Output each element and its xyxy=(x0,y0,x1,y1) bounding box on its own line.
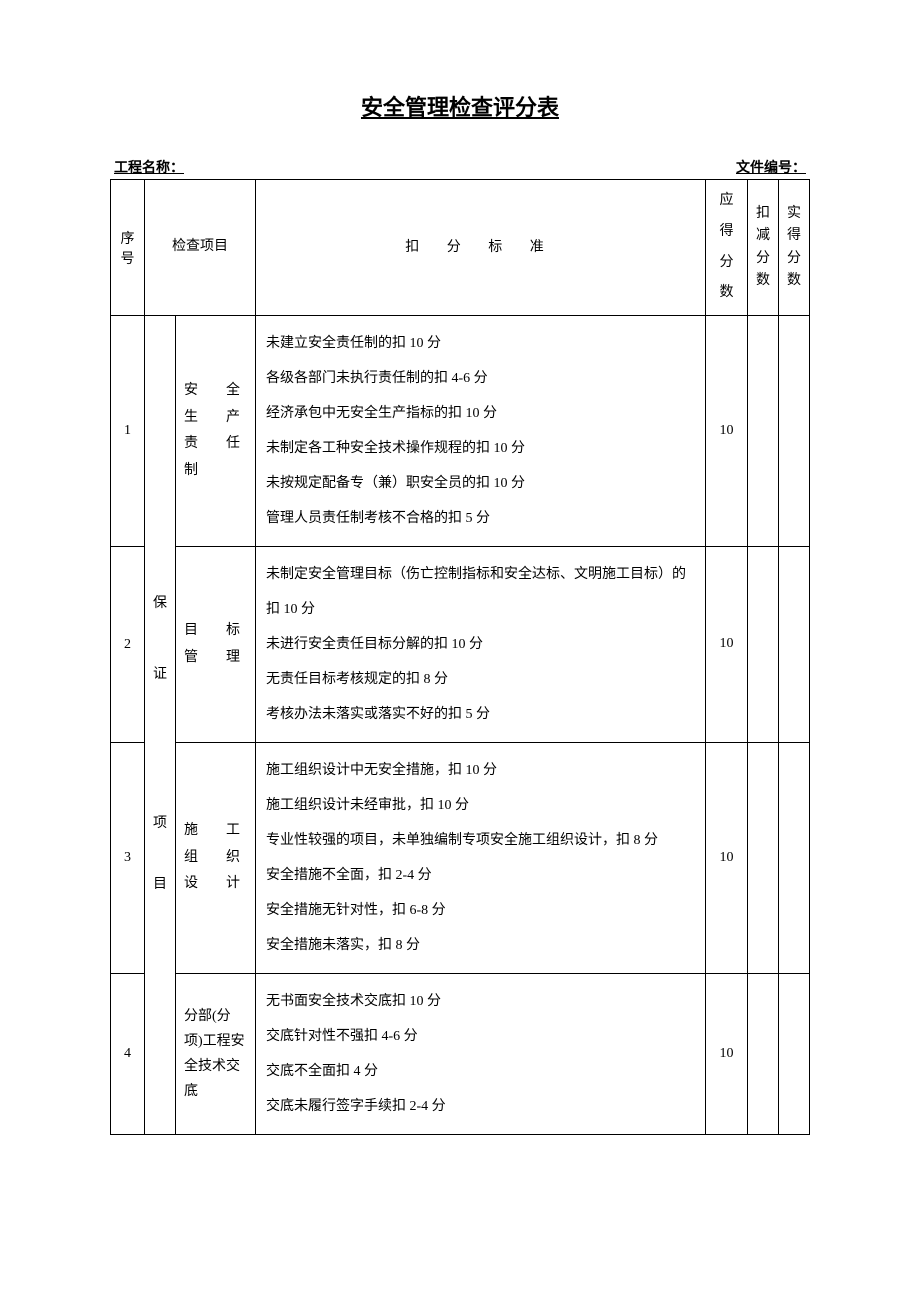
cell-category-group: 保 证 项 目 xyxy=(145,316,176,1135)
cell-subcategory: 施 工 组 织 设 计 xyxy=(176,743,256,974)
cell-score: 10 xyxy=(706,547,748,743)
table-row: 1 保 证 项 目 安 全 生 产 责 任 制 未建立安全责任制的扣 10 分 … xyxy=(111,316,810,547)
cell-score: 10 xyxy=(706,743,748,974)
cell-actual xyxy=(779,743,810,974)
cell-criteria: 施工组织设计中无安全措施，扣 10 分 施工组织设计未经审批，扣 10 分 专业… xyxy=(256,743,706,974)
cell-score: 10 xyxy=(706,316,748,547)
cat-char-3: 项 xyxy=(153,809,167,840)
cat-char-2: 证 xyxy=(153,660,167,691)
scoring-table: 序号 检查项目 扣 分 标 准 应得分数 扣减分数 实得分数 1 保 证 项 目… xyxy=(110,179,810,1135)
cell-criteria: 未建立安全责任制的扣 10 分 各级各部门未执行责任制的扣 4-6 分 经济承包… xyxy=(256,316,706,547)
cell-subcategory: 安 全 生 产 责 任 制 xyxy=(176,316,256,547)
cell-subcategory: 目 标 管 理 xyxy=(176,547,256,743)
document-title: 安全管理检查评分表 xyxy=(110,90,810,122)
cell-deduction xyxy=(748,316,779,547)
cell-seq: 3 xyxy=(111,743,145,974)
cell-actual xyxy=(779,974,810,1135)
header-deduction: 扣减分数 xyxy=(748,180,779,316)
cat-char-4: 目 xyxy=(153,870,167,901)
cell-seq: 4 xyxy=(111,974,145,1135)
header-seq: 序号 xyxy=(111,180,145,316)
cell-seq: 1 xyxy=(111,316,145,547)
cell-actual xyxy=(779,316,810,547)
table-row: 4 分部(分项)工程安全技术交底 无书面安全技术交底扣 10 分 交底针对性不强… xyxy=(111,974,810,1135)
cell-criteria: 未制定安全管理目标（伤亡控制指标和安全达标、文明施工目标）的扣 10 分 未进行… xyxy=(256,547,706,743)
header-actual-score: 实得分数 xyxy=(779,180,810,316)
table-row: 3 施 工 组 织 设 计 施工组织设计中无安全措施，扣 10 分 施工组织设计… xyxy=(111,743,810,974)
header-check-item: 检查项目 xyxy=(145,180,256,316)
cell-actual xyxy=(779,547,810,743)
header-criteria: 扣 分 标 准 xyxy=(256,180,706,316)
cell-deduction xyxy=(748,547,779,743)
document-number-label: 文件编号： xyxy=(736,157,806,177)
cell-criteria: 无书面安全技术交底扣 10 分 交底针对性不强扣 4-6 分 交底不全面扣 4 … xyxy=(256,974,706,1135)
cell-deduction xyxy=(748,743,779,974)
cell-score: 10 xyxy=(706,974,748,1135)
table-header-row: 序号 检查项目 扣 分 标 准 应得分数 扣减分数 实得分数 xyxy=(111,180,810,316)
header-row: 工程名称： 文件编号： xyxy=(110,157,810,177)
header-expected-score: 应得分数 xyxy=(706,180,748,316)
project-name-label: 工程名称： xyxy=(114,157,184,177)
cell-deduction xyxy=(748,974,779,1135)
cell-seq: 2 xyxy=(111,547,145,743)
table-row: 2 目 标 管 理 未制定安全管理目标（伤亡控制指标和安全达标、文明施工目标）的… xyxy=(111,547,810,743)
cell-subcategory: 分部(分项)工程安全技术交底 xyxy=(176,974,256,1135)
cat-char-1: 保 xyxy=(153,589,167,620)
